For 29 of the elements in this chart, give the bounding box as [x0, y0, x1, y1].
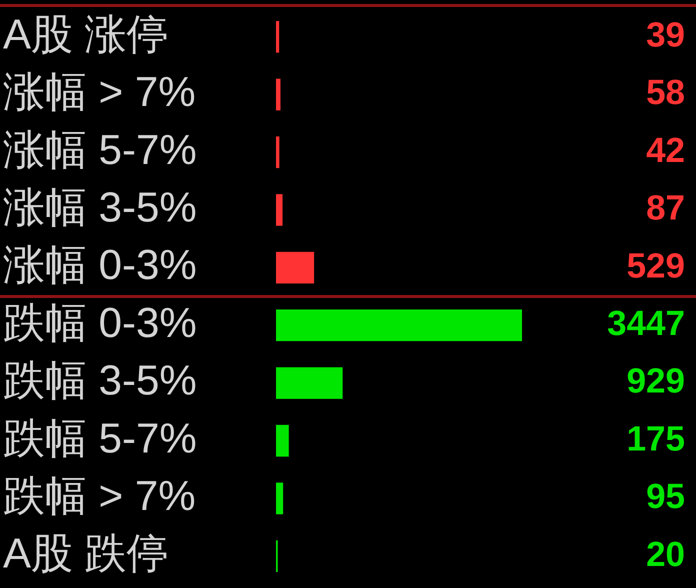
y-tick-label: 跌幅 0-3% [3, 298, 197, 346]
y-tick-label: 跌幅 5-7% [3, 414, 197, 462]
bar [276, 367, 343, 399]
y-tick-label: 涨幅 > 7% [3, 68, 196, 116]
data-label: 58 [646, 73, 685, 112]
bar [276, 424, 289, 457]
data-label: 87 [646, 188, 685, 228]
data-label: 42 [646, 130, 685, 170]
y-tick-label: 跌幅 > 7% [3, 472, 196, 520]
data-label: 3447 [607, 304, 685, 344]
bar [276, 21, 280, 53]
data-label: 20 [646, 534, 685, 574]
y-tick-label: A股 跌停 [3, 530, 169, 577]
y-tick-label: 涨幅 3-5% [3, 184, 197, 231]
bar [276, 482, 284, 514]
data-label: 39 [646, 16, 685, 55]
data-label: 529 [626, 246, 685, 286]
bar [276, 136, 280, 168]
y-tick-label: A股 涨停 [3, 10, 169, 58]
data-label: 929 [626, 362, 685, 401]
data-label: 95 [646, 477, 685, 516]
bar [276, 252, 314, 284]
data-label: 175 [626, 419, 685, 458]
bar [276, 78, 280, 110]
y-tick-label: 涨幅 0-3% [3, 241, 197, 288]
bar [276, 194, 283, 226]
bar [276, 310, 522, 342]
y-tick-label: 跌幅 3-5% [3, 356, 197, 404]
y-tick-label: 涨幅 5-7% [3, 126, 197, 173]
